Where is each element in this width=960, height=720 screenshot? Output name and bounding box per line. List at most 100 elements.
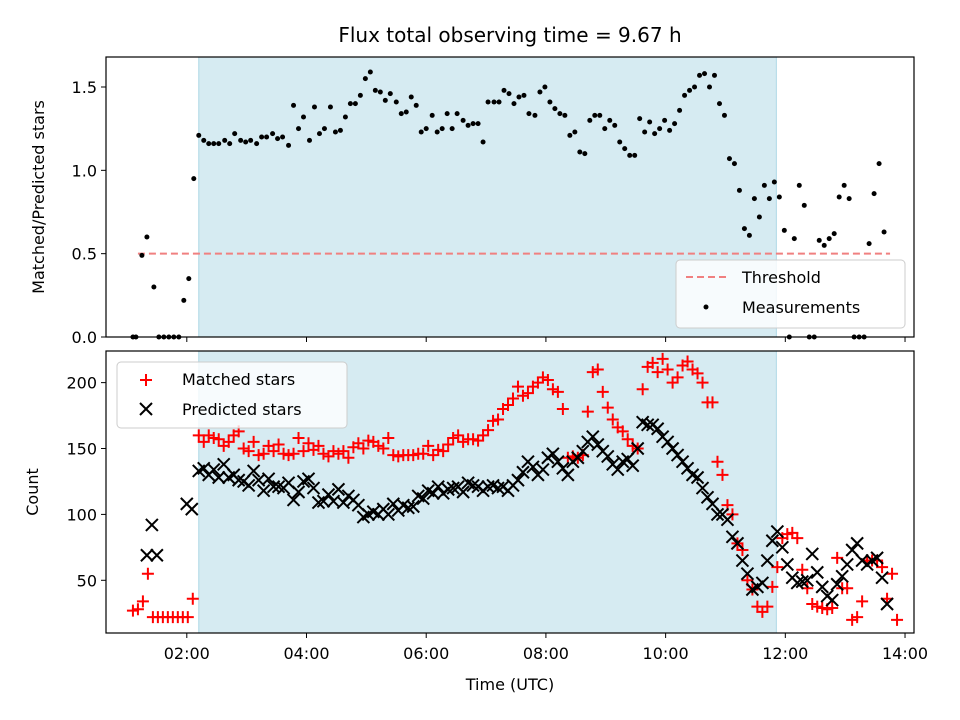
measurements-point [637, 116, 643, 122]
predicted-stars-point [845, 543, 859, 557]
measurements-point [711, 72, 717, 78]
measurements-point [161, 334, 167, 340]
measurements-point [206, 141, 212, 147]
predicted-stars-point [311, 495, 326, 510]
measurements-point [831, 231, 837, 237]
measurements-point [866, 241, 872, 247]
measurements-point [532, 112, 538, 118]
measurements-point [572, 129, 578, 135]
predicted-stars-point [336, 495, 351, 510]
legend-matched-marker [140, 374, 152, 386]
matched-stars-point [382, 431, 395, 444]
measurements-point [801, 202, 807, 208]
measurements-point [587, 117, 593, 123]
measurements-point [781, 227, 787, 233]
measurements-point [460, 117, 466, 123]
predicted-stars-point [870, 551, 884, 565]
matched-stars-point [511, 380, 524, 393]
measurements-point [766, 196, 772, 202]
matched-stars-point [212, 433, 225, 446]
predicted-stars-point [850, 536, 864, 551]
predicted-stars-point [261, 472, 276, 486]
matched-stars-point [337, 445, 350, 458]
measurements-point [480, 139, 486, 145]
measurements-point [227, 141, 233, 147]
matched-stars-point [141, 567, 154, 580]
measurements-point [846, 196, 852, 202]
predicted-stars-point [591, 437, 605, 452]
matched-stars-point [541, 373, 554, 386]
predicted-stars-point [316, 494, 331, 508]
measurements-point [861, 334, 867, 340]
predicted-stars-point [556, 461, 570, 475]
y-tick-label: 100 [66, 505, 97, 524]
measurements-point [761, 182, 767, 188]
predicted-stars-point [150, 548, 164, 562]
measurements-point [496, 99, 502, 105]
measurements-point [398, 111, 404, 117]
measurements-point [144, 234, 150, 240]
matched-stars-point [247, 435, 260, 448]
predicted-stars-point [301, 472, 316, 486]
matched-stars-point [691, 367, 704, 380]
matched-stars-point [437, 445, 450, 458]
measurements-point [552, 106, 558, 112]
measurements-point [721, 112, 727, 118]
predicted-stars-point [800, 573, 814, 587]
measurements-point [382, 97, 388, 103]
measurements-point [612, 122, 618, 128]
predicted-stars-point [426, 486, 440, 501]
matched-stars-point [302, 437, 315, 450]
x-tick-label: 12:00 [762, 644, 808, 663]
predicted-stars-point [660, 435, 675, 449]
measurements-point [423, 126, 429, 132]
predicted-stars-point [511, 473, 525, 487]
legend-predicted-label: Predicted stars [182, 400, 302, 419]
legend-matched-label: Matched stars [182, 370, 295, 389]
predicted-stars-point [491, 481, 505, 495]
predicted-stars-point [730, 536, 745, 551]
legend-measurements-label: Measurements [742, 298, 860, 317]
matched-stars-point [706, 396, 719, 409]
predicted-stars-point [551, 454, 565, 469]
bottom-ylabel: Count [23, 468, 42, 516]
matched-stars-point [651, 366, 664, 379]
predicted-stars-point [241, 478, 256, 493]
predicted-stars-point [740, 566, 755, 581]
measurements-point [393, 99, 399, 105]
x-tick-label: 08:00 [523, 644, 569, 663]
matched-stars-point [851, 611, 864, 624]
matched-stars-point [181, 611, 194, 624]
matched-stars-point [131, 603, 144, 616]
predicted-stars-point [825, 593, 839, 607]
predicted-stars-point [286, 493, 301, 507]
matched-stars-point [886, 567, 899, 580]
matched-stars-point [422, 439, 435, 452]
matched-stars-point [492, 413, 505, 426]
matched-stars-point [736, 543, 749, 556]
measurements-point [577, 149, 583, 155]
measurements-point [726, 156, 732, 162]
predicted-stars-point [207, 462, 221, 477]
measurements-point [133, 334, 139, 340]
measurements-point [327, 104, 333, 110]
predicted-stars-point [735, 553, 750, 568]
measurements-point [871, 191, 877, 197]
plot-frame [105, 56, 915, 338]
predicted-stars-point [381, 507, 396, 522]
predicted-stars-point [780, 557, 795, 572]
measurements-point [306, 137, 312, 143]
measurements-point [672, 121, 678, 127]
matched-stars-point [716, 468, 729, 481]
measurements-point [811, 334, 817, 340]
measurements-point [526, 111, 532, 117]
measurements-point [702, 71, 708, 77]
measurements-point [286, 142, 292, 148]
measurements-point [439, 126, 445, 132]
predicted-stars-point [217, 457, 231, 472]
predicted-stars-point [755, 576, 770, 590]
measurements-point [387, 91, 393, 97]
matched-stars-point [272, 438, 285, 451]
predicted-stars-point [406, 499, 420, 514]
predicted-stars-point [306, 481, 321, 495]
